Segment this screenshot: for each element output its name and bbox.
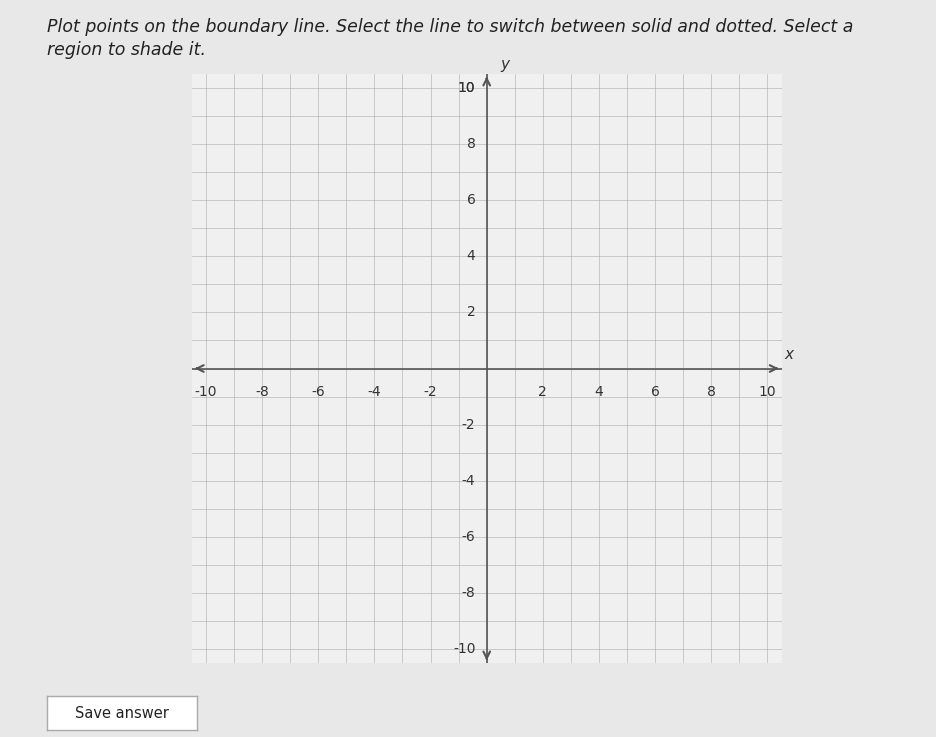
Text: x: x [784,347,794,362]
Text: y: y [501,57,510,72]
Text: -2: -2 [461,418,475,432]
Text: -8: -8 [461,586,475,600]
Text: Plot points on the boundary line. Select the line to switch between solid and do: Plot points on the boundary line. Select… [47,18,854,36]
Text: 8: 8 [707,385,716,399]
Text: 8: 8 [467,137,475,151]
Text: 6: 6 [651,385,660,399]
Text: 2: 2 [538,385,548,399]
Text: 4: 4 [467,249,475,263]
Text: -4: -4 [461,474,475,488]
Text: -10: -10 [195,385,217,399]
Text: 6: 6 [467,193,475,207]
Text: Save answer: Save answer [75,705,168,721]
Text: -2: -2 [424,385,437,399]
Text: -10: -10 [453,642,475,656]
Text: 10: 10 [458,81,475,95]
Text: 4: 4 [594,385,604,399]
Text: region to shade it.: region to shade it. [47,41,206,58]
Text: 10: 10 [759,385,776,399]
Text: -6: -6 [461,530,475,544]
Text: -8: -8 [256,385,269,399]
Text: -4: -4 [368,385,381,399]
Text: -6: -6 [312,385,325,399]
Text: 10: 10 [458,81,475,95]
Text: 2: 2 [467,305,475,319]
